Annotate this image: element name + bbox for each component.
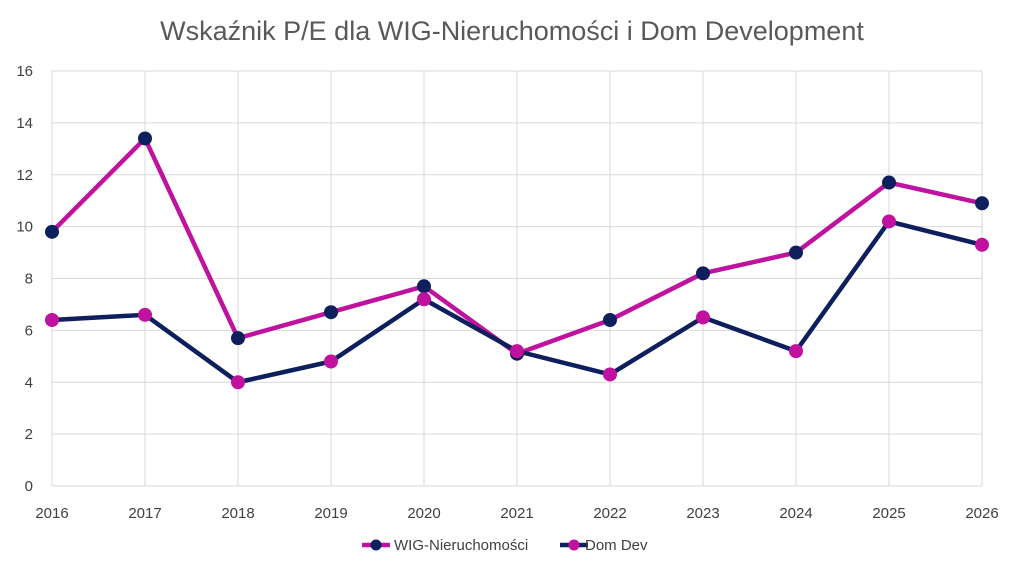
x-tick-label: 2023 <box>686 505 719 522</box>
series-2-point <box>324 354 338 369</box>
series-2-point <box>417 292 431 307</box>
series-1-point <box>45 224 59 239</box>
series-1-point <box>975 196 989 211</box>
x-tick-label: 2016 <box>35 505 68 522</box>
legend-label-2: Dom Dev <box>585 537 648 554</box>
series-1-point <box>696 266 710 281</box>
series-2-point <box>138 307 152 322</box>
legend-label-1: WIG-Nieruchomości <box>394 537 528 554</box>
x-tick-label: 2019 <box>314 505 347 522</box>
x-tick-label: 2024 <box>779 505 812 522</box>
y-tick-label: 10 <box>16 219 33 236</box>
series-2-point <box>696 310 710 325</box>
series-2-point <box>603 367 617 382</box>
x-tick-label: 2025 <box>872 505 905 522</box>
series-2-point <box>882 214 896 229</box>
axes: 0 2 4 6 8 10 12 14 16 2016 2017 2018 2019 2020 2021 202… <box>16 63 998 522</box>
x-tick-label: 2026 <box>965 505 998 522</box>
grid <box>51 70 983 487</box>
x-tick-label: 2021 <box>500 505 533 522</box>
y-tick-label: 8 <box>25 271 33 288</box>
legend-marker-1 <box>370 539 382 551</box>
series-1-point <box>603 313 617 327</box>
series-1-point <box>324 305 338 320</box>
series-1-point <box>231 331 245 346</box>
y-tick-label: 2 <box>25 426 33 443</box>
y-tick-label: 4 <box>25 374 33 391</box>
series-area <box>45 131 989 390</box>
y-tick-label: 0 <box>25 478 33 495</box>
legend: WIG-Nieruchomości Dom Dev <box>362 537 648 554</box>
series-2-point <box>975 237 989 252</box>
legend-marker-2 <box>568 539 580 551</box>
x-tick-label: 2017 <box>128 505 161 522</box>
chart-title: Wskaźnik P/E dla WIG-Nieruchomości i Dom… <box>160 16 864 46</box>
series-1-point <box>417 279 431 294</box>
x-tick-label: 2022 <box>593 505 626 522</box>
x-tick-label: 2018 <box>221 505 254 522</box>
series-2-point <box>510 344 524 359</box>
series-2-point <box>789 344 803 359</box>
y-tick-label: 12 <box>16 167 33 184</box>
y-tick-label: 16 <box>16 63 33 80</box>
series-2-point <box>231 375 245 390</box>
series-1-point <box>138 131 152 146</box>
series-1-point <box>789 245 803 260</box>
series-1-point <box>882 175 896 190</box>
series-2-point <box>45 313 59 327</box>
x-tick-label: 2020 <box>407 505 440 522</box>
y-tick-label: 14 <box>16 115 33 132</box>
y-tick-label: 6 <box>25 322 33 339</box>
